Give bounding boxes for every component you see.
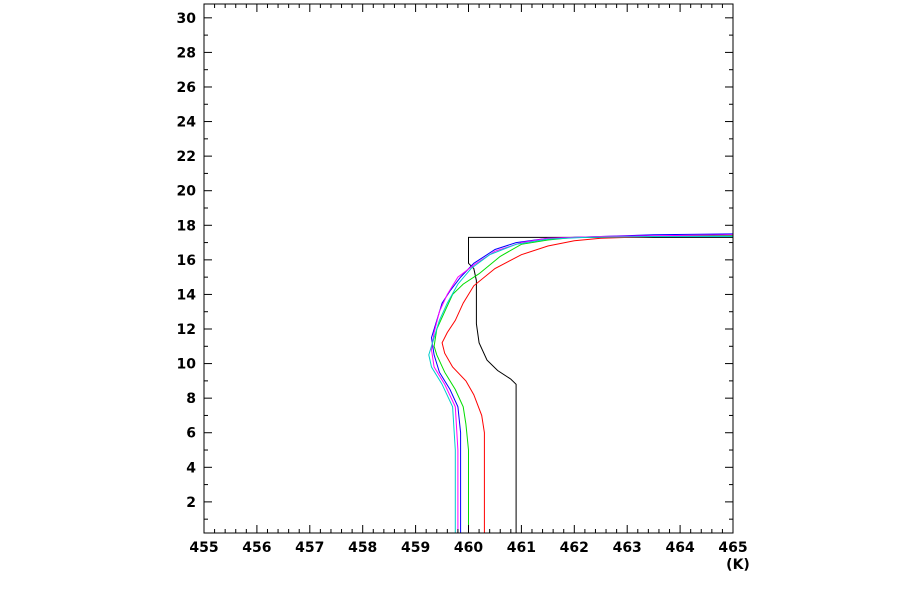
y-tick-label-12: 26 <box>177 80 196 96</box>
x-tick-label-0: 455 <box>189 540 218 556</box>
y-tick-label-13: 28 <box>177 45 196 61</box>
x-tick-label-2: 457 <box>295 540 324 556</box>
y-tick-label-4: 10 <box>177 357 197 373</box>
x-axis-unit-label: (K) <box>726 557 750 573</box>
x-tick-label-4: 459 <box>401 540 430 556</box>
y-tick-label-5: 12 <box>177 322 196 338</box>
y-tick-label-0: 2 <box>186 495 196 511</box>
x-tick-label-1: 456 <box>242 540 271 556</box>
y-tick-label-14: 30 <box>177 11 197 27</box>
y-tick-label-10: 22 <box>177 149 196 165</box>
y-tick-label-1: 4 <box>186 460 196 476</box>
y-tick-label-2: 6 <box>186 426 196 442</box>
series-layer <box>428 233 734 533</box>
x-tick-label-6: 461 <box>507 540 536 556</box>
y-tick-label-3: 8 <box>186 391 196 407</box>
plot-frame <box>203 3 734 534</box>
x-tick-label-9: 464 <box>665 540 694 556</box>
x-tick-label-8: 463 <box>613 540 642 556</box>
series-line-4 <box>430 233 734 533</box>
x-tick-label-7: 462 <box>560 540 589 556</box>
series-line-5 <box>430 234 734 533</box>
y-tick-label-9: 20 <box>177 184 197 200</box>
x-tick-label-3: 458 <box>348 540 377 556</box>
y-tick-label-11: 24 <box>177 115 197 131</box>
x-tick-label-5: 460 <box>454 540 483 556</box>
series-line-2 <box>441 235 734 533</box>
y-tick-label-7: 16 <box>177 253 196 269</box>
series-line-6 <box>428 236 733 533</box>
x-tick-label-10: 465 <box>718 540 747 556</box>
series-line-3 <box>433 235 734 533</box>
y-tick-label-8: 18 <box>177 218 196 234</box>
x-tick-labels: 455 456 457 458 459 460 461 462 463 464 465 <box>189 540 747 556</box>
ticks-layer <box>203 4 734 533</box>
y-tick-label-6: 14 <box>177 287 197 303</box>
series-line-1 <box>468 236 733 533</box>
